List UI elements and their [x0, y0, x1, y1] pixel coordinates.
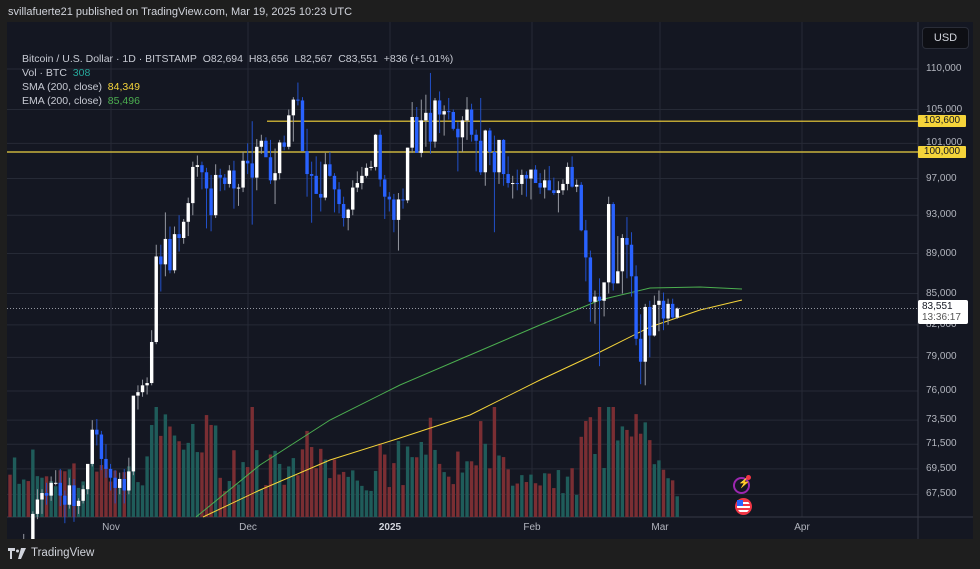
tradingview-logo[interactable]: TradingView	[8, 547, 94, 559]
bar-countdown: 13:36:17	[922, 312, 961, 323]
volume-legend-row[interactable]: Vol · BTC 308	[22, 66, 453, 80]
price-tick-label: 79,000	[926, 351, 957, 363]
price-tick-label: 69,500	[926, 462, 957, 474]
brand-name: TradingView	[31, 547, 95, 559]
price-tick-label: 105,000	[926, 103, 963, 115]
ohlc-high: H83,656	[248, 53, 289, 65]
currency-button[interactable]: USD	[922, 27, 969, 49]
time-tick-label: Feb	[523, 522, 541, 533]
price-chart-canvas[interactable]	[7, 22, 973, 539]
price-tick-label: 97,000	[926, 172, 957, 184]
price-tick-label: 85,000	[926, 287, 957, 299]
ohlc-close: C83,551	[338, 53, 378, 65]
ohlc-open: O82,694	[202, 53, 243, 65]
symbol-title: Bitcoin / U.S. Dollar · 1D · BITSTAMP	[22, 53, 197, 65]
price-tick-label: 76,000	[926, 385, 957, 397]
time-tick-label: Dec	[239, 522, 257, 533]
price-tick-label: 67,500	[926, 488, 957, 500]
last-price-value: 83,551	[922, 301, 953, 312]
price-tick-label: 73,500	[926, 414, 957, 426]
price-tick-label: 101,000	[926, 137, 963, 149]
tradingview-logo-icon	[8, 547, 26, 559]
sma-legend-row[interactable]: SMA (200, close) 84,349	[22, 80, 453, 94]
price-tick-label: 93,000	[926, 209, 957, 221]
time-tick-label: 2025	[378, 522, 402, 533]
time-tick-label: Mar	[651, 522, 669, 533]
level-tag-100000: 100,000	[918, 146, 966, 158]
ema-value: 85,496	[107, 95, 140, 107]
time-tick-label: Nov	[102, 522, 120, 533]
us-flag-economic-event-icon[interactable]	[735, 498, 752, 515]
price-tick-label: 110,000	[926, 62, 962, 74]
volume-value: 308	[72, 67, 91, 79]
level-tag-103600: 103,600	[918, 115, 966, 127]
symbol-legend-row[interactable]: Bitcoin / U.S. Dollar · 1D · BITSTAMP O8…	[22, 52, 453, 66]
volume-label: Vol · BTC	[22, 67, 67, 79]
last-price-tag: 83,551 13:36:17	[918, 300, 968, 324]
ema-legend-row[interactable]: EMA (200, close) 85,496	[22, 94, 453, 108]
event-lightning-icon[interactable]: ⚡	[733, 475, 751, 494]
chart-panel[interactable]: Bitcoin / U.S. Dollar · 1D · BITSTAMP O8…	[7, 22, 973, 539]
chart-legend: Bitcoin / U.S. Dollar · 1D · BITSTAMP O8…	[22, 52, 453, 108]
sma-value: 84,349	[107, 81, 140, 93]
time-tick-label: Apr	[794, 522, 810, 533]
ema-label: EMA (200, close)	[22, 95, 102, 107]
ohlc-change: +836 (+1.01%)	[383, 53, 454, 65]
price-tick-label: 82,000	[926, 318, 957, 330]
published-by-caption: svillafuerte21 published on TradingView.…	[8, 6, 353, 18]
ohlc-low: L82,567	[294, 53, 333, 65]
price-tick-label: 71,500	[926, 438, 957, 450]
price-tick-label: 89,000	[926, 247, 957, 259]
sma-label: SMA (200, close)	[22, 81, 102, 93]
